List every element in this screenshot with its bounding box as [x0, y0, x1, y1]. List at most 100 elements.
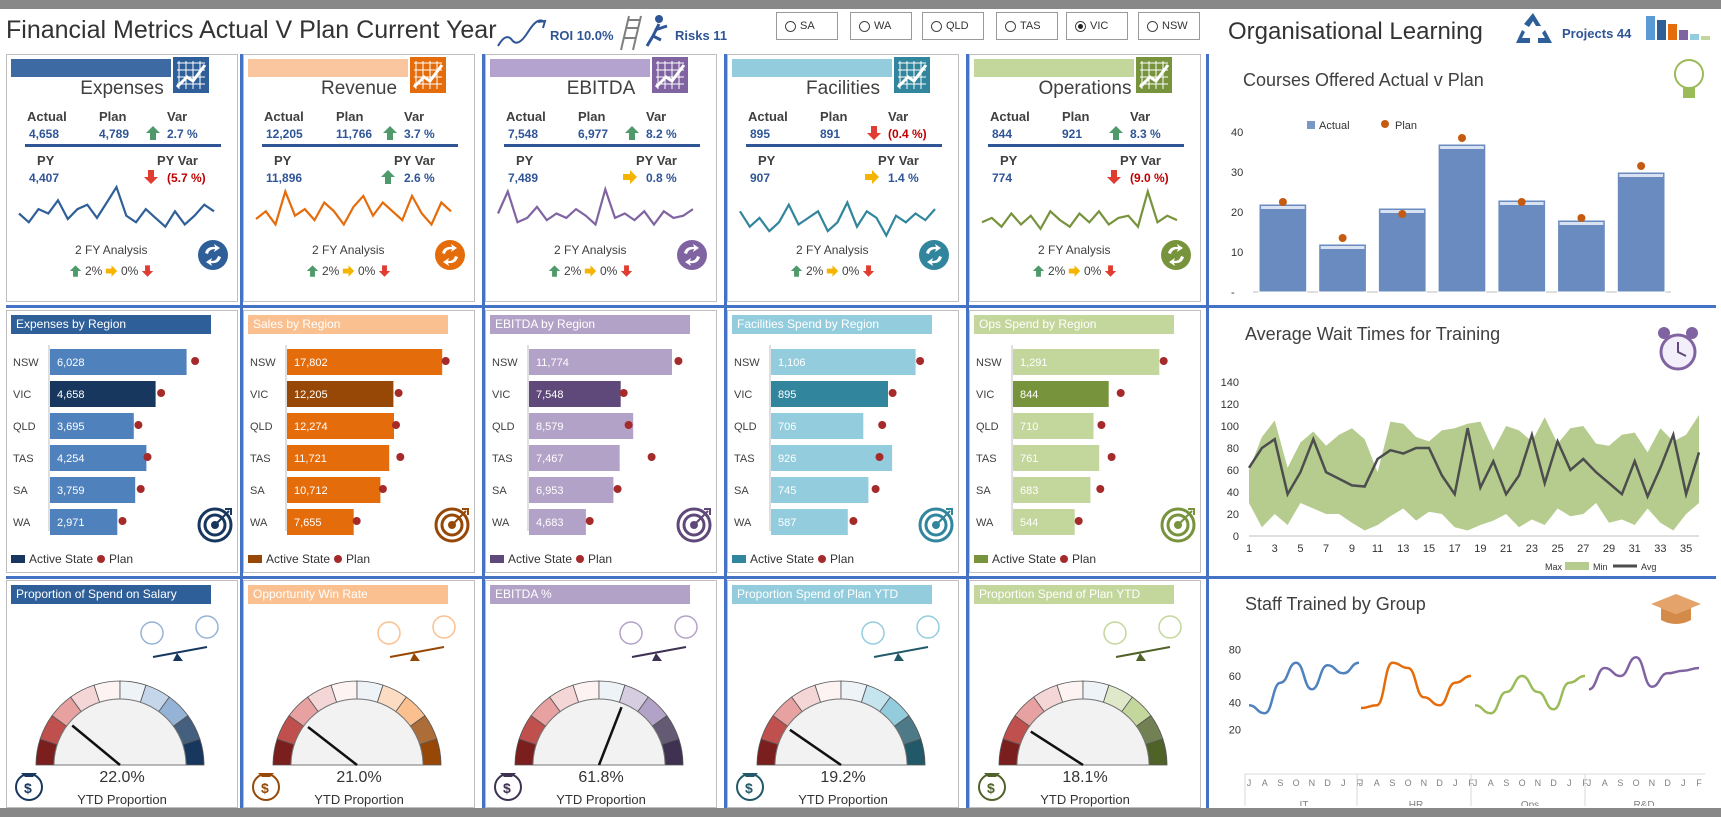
min-max-band [1249, 415, 1699, 531]
arrow-right-icon [826, 265, 839, 277]
state-radio-tas[interactable]: TAS [996, 12, 1058, 40]
kpi-header-bar [248, 59, 408, 77]
arrow-down-icon [1104, 265, 1117, 277]
refresh-icon[interactable] [676, 239, 708, 271]
region-state-label: WA [734, 517, 752, 529]
x-tick-label: 13 [1397, 543, 1409, 555]
region-state-label: QLD [976, 421, 999, 433]
arrow-down-icon [144, 170, 158, 184]
refresh-icon[interactable] [918, 239, 950, 271]
column-divider [724, 54, 727, 808]
region-bar [287, 413, 394, 439]
bar-highlight [1320, 246, 1365, 249]
month-tick-label: O [1405, 778, 1412, 788]
region-state-label: TAS [250, 453, 271, 465]
arrow-right-icon [105, 265, 118, 277]
arrow-down-icon [862, 265, 875, 277]
y-tick-label: 140 [1221, 377, 1239, 389]
y-tick-label: 60 [1227, 465, 1239, 477]
month-tick-label: J [1681, 778, 1686, 788]
state-radio-sa[interactable]: SA [776, 12, 838, 40]
state-radio-qld[interactable]: QLD [922, 12, 984, 40]
kpi-title: EBITDA [566, 78, 636, 99]
plan-marker [585, 517, 594, 525]
row-divider [6, 576, 1716, 579]
py-var-value: (5.7 %) [167, 171, 206, 185]
legend-plan-dot [576, 555, 585, 563]
lightbulb-icon [377, 615, 456, 645]
region-bar [287, 509, 354, 535]
radio-label: WA [874, 20, 892, 32]
month-tick-label: S [1503, 778, 1509, 788]
refresh-icon[interactable] [434, 239, 466, 271]
plan-value: 11,766 [336, 127, 373, 141]
month-tick-label: N [1535, 778, 1542, 788]
kpi-sparkline [739, 199, 936, 238]
y-tick-label: 100 [1221, 421, 1239, 433]
month-tick-label: O [1633, 778, 1640, 788]
dashboard-title: Financial Metrics Actual V Plan Current … [6, 16, 497, 44]
py-label: PY [274, 153, 292, 168]
gauge-ytd-label: YTD Proportion [314, 792, 404, 807]
actual-label: Actual [506, 109, 546, 124]
region-bar [50, 445, 147, 471]
region-bar-value: 544 [1020, 517, 1038, 529]
plan-marker [1116, 389, 1125, 397]
radio-label: NSW [1162, 20, 1188, 32]
py-value: 907 [750, 171, 771, 185]
chart-sheet-icon [894, 57, 930, 93]
x-tick-label: Aug [1333, 303, 1353, 304]
radio-dot[interactable] [931, 20, 942, 32]
month-tick-label: J [1359, 778, 1364, 788]
actual-value: 12,205 [266, 127, 303, 141]
x-tick-label: 1 [1246, 543, 1252, 555]
month-tick-label: O [1293, 778, 1300, 788]
plan-marker [888, 389, 897, 397]
refresh-icon[interactable] [1160, 239, 1192, 271]
svg-text:$: $ [261, 780, 269, 796]
radio-dot[interactable] [859, 20, 870, 32]
fy-flat-value: 0% [600, 264, 618, 278]
sparkline-series [981, 187, 1178, 231]
refresh-icon[interactable] [197, 239, 229, 271]
gauge-panel-1: Opportunity Win Rate $21.0% YTD Proportion [243, 580, 475, 808]
kpi-title: Operations [1038, 78, 1132, 99]
y-tick-label: 40 [1231, 127, 1243, 139]
plan-marker [674, 357, 683, 365]
fy-analysis-label: 2 FY Analysis [554, 243, 627, 257]
plan-marker [1458, 134, 1466, 142]
region-bar-value: 6,028 [57, 357, 85, 369]
month-tick-label: F [1356, 778, 1362, 788]
kpi-divider [504, 144, 700, 147]
plan-marker [613, 485, 622, 493]
column-divider [1206, 54, 1209, 808]
kpi-header-bar [974, 59, 1134, 77]
region-bar [529, 445, 620, 471]
kpi-panel-facilities: Facilities Actual Plan Var 895 891 (0.4 %) PY PY… [727, 54, 959, 302]
state-radio-nsw[interactable]: NSW [1138, 12, 1200, 40]
gauge-panel-4: Proportion Spend of Plan YTD $18.1% YTD Pr… [969, 580, 1201, 808]
state-radio-wa[interactable]: WA [850, 12, 912, 40]
region-state-label: WA [492, 517, 510, 529]
state-radio-vic[interactable]: VIC [1066, 12, 1128, 40]
region-title: Sales by Region [248, 315, 448, 334]
scale-icon [389, 646, 445, 661]
x-tick-label: 23 [1526, 543, 1538, 555]
money-bag-icon: $ [736, 773, 764, 801]
arrow-right-icon [584, 265, 597, 277]
radio-dot[interactable] [785, 20, 796, 32]
legend-active-swatch [490, 555, 504, 563]
region-bar [287, 381, 394, 407]
region-state-label: WA [13, 517, 31, 529]
legend-active-swatch [248, 555, 262, 563]
radio-dot[interactable] [1147, 20, 1158, 32]
svg-text:$: $ [503, 780, 511, 796]
plan-marker [392, 421, 400, 429]
month-tick-label: J [1453, 778, 1458, 788]
region-bar [771, 477, 869, 503]
radio-dot[interactable] [1005, 20, 1016, 32]
region-state-label: VIC [250, 389, 268, 401]
legend-plan-dot [1381, 120, 1389, 128]
radio-dot[interactable] [1075, 20, 1086, 32]
region-bar-value: 11,721 [294, 453, 327, 465]
